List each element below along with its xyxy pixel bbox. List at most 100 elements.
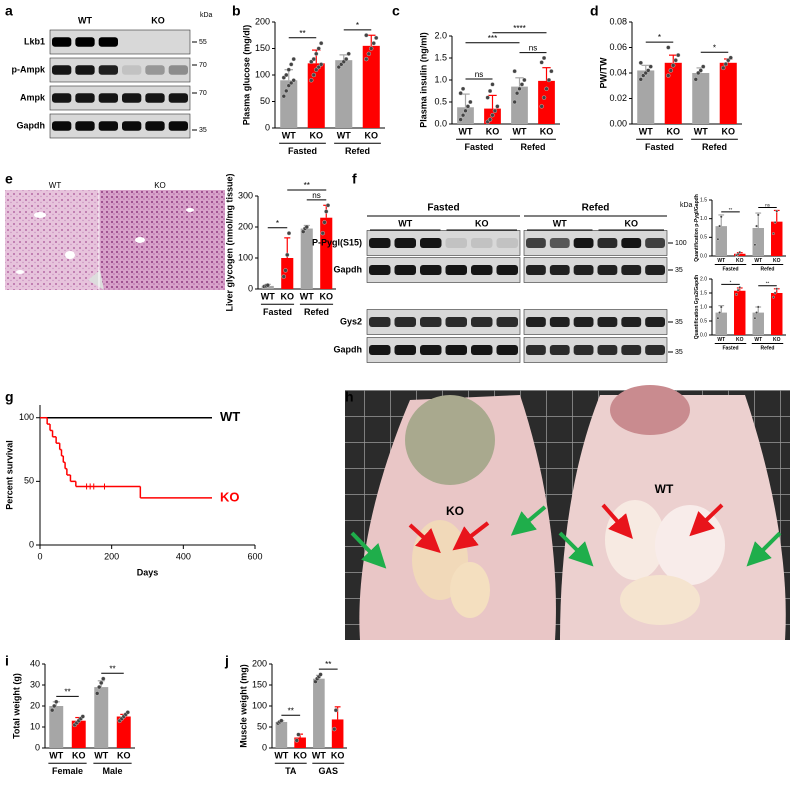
data-point [718, 224, 721, 228]
y-tick-label: 0.5 [700, 235, 707, 241]
data-point [643, 70, 648, 76]
blot-band [52, 121, 72, 131]
data-point [95, 691, 100, 696]
marker-label: 35 [675, 349, 683, 356]
x-tick-label: WT [312, 750, 326, 760]
data-point [514, 91, 520, 96]
data-point [279, 718, 284, 723]
data-point [286, 67, 291, 72]
y-tick-label: 0.08 [609, 16, 627, 26]
blot-row-label: Ampk [20, 92, 46, 102]
blot-band [496, 345, 518, 355]
data-point [316, 64, 321, 70]
blot-band [445, 265, 467, 275]
x-tick-label: WT [754, 258, 762, 264]
x-tick-label: WT [459, 126, 473, 136]
bar [734, 290, 746, 335]
blot-band [369, 238, 391, 248]
x-tick-label: WT [274, 750, 288, 760]
data-point [773, 291, 777, 295]
blot-band [549, 317, 570, 327]
marker-label: 35 [199, 127, 207, 134]
y-tick-label: 0.06 [609, 42, 627, 52]
blot-band [597, 317, 618, 327]
significance-label: ns [529, 44, 538, 53]
data-point [541, 95, 547, 100]
y-tick-label: 0.04 [609, 67, 627, 77]
blot-band [168, 93, 188, 103]
data-point [52, 703, 57, 709]
y-tick-label: 0 [265, 122, 270, 132]
data-point [346, 51, 351, 56]
y-axis-label: PW/TW [598, 57, 608, 88]
significance-label: ** [325, 660, 332, 669]
x-tick-label: WT [94, 750, 108, 760]
x-tick-label: 200 [104, 551, 119, 561]
data-point [668, 68, 673, 73]
group-label: Fasted [722, 345, 738, 351]
blot-band [75, 37, 95, 47]
blot-band [394, 265, 416, 275]
blot-band [621, 345, 642, 355]
blot-band [98, 37, 118, 47]
data-point [756, 213, 760, 217]
y-tick-label: 100 [19, 412, 34, 422]
data-point [728, 55, 733, 60]
data-point [460, 86, 466, 91]
bar [294, 737, 306, 748]
y-tick-label: 0.0 [700, 253, 707, 259]
blot-band [420, 265, 442, 275]
y-tick-label: 100 [238, 252, 253, 262]
blot-band [526, 265, 546, 275]
blot-band [471, 238, 493, 248]
series-label: KO [220, 489, 240, 504]
blot-unit: kDa [200, 12, 213, 19]
blot-row-label: P-Pygl(S15) [312, 237, 362, 247]
data-point [281, 75, 286, 80]
group-label: Refed [761, 266, 775, 272]
data-point [490, 82, 495, 87]
data-point [775, 287, 779, 291]
data-point [468, 99, 473, 105]
group-label: Male [102, 766, 122, 776]
group-label: Refed [702, 142, 727, 152]
data-point [364, 33, 369, 38]
data-point [495, 104, 500, 109]
blot-panel [523, 337, 668, 363]
significance-label: ** [304, 181, 311, 190]
x-tick-label: KO [773, 337, 781, 343]
y-tick-label: 0 [248, 283, 253, 293]
y-tick-label: 150 [255, 43, 270, 53]
bar [94, 687, 109, 748]
blot-band [645, 238, 665, 248]
blot-row-label: Gapdh [334, 264, 363, 274]
data-point [698, 68, 703, 73]
data-point [281, 94, 286, 99]
bar [734, 253, 746, 256]
marker-label: 100 [675, 240, 687, 247]
data-point [701, 64, 706, 69]
blot-row-label: Gapdh [17, 120, 46, 130]
y-tick-label: 40 [30, 658, 40, 668]
y-tick-label: 10 [30, 721, 40, 731]
x-axis-label: Days [137, 567, 159, 577]
data-point [309, 59, 314, 64]
bar [307, 63, 325, 129]
photo-label: WT [655, 482, 674, 496]
condition-label: Fasted [427, 203, 459, 214]
significance-label: *** [488, 34, 498, 43]
blot-band [52, 37, 72, 47]
blot-band [52, 65, 72, 75]
data-point [341, 59, 346, 64]
data-point [648, 64, 653, 69]
data-point [314, 51, 319, 56]
blot-row-label: Gapdh [334, 344, 363, 354]
data-point [322, 220, 327, 225]
blot-band [621, 317, 642, 327]
marker-label: 55 [199, 39, 207, 46]
x-tick-label: WT [337, 130, 351, 140]
bar [331, 719, 344, 748]
x-tick-label: KO [320, 291, 334, 301]
blot-band [496, 265, 518, 275]
